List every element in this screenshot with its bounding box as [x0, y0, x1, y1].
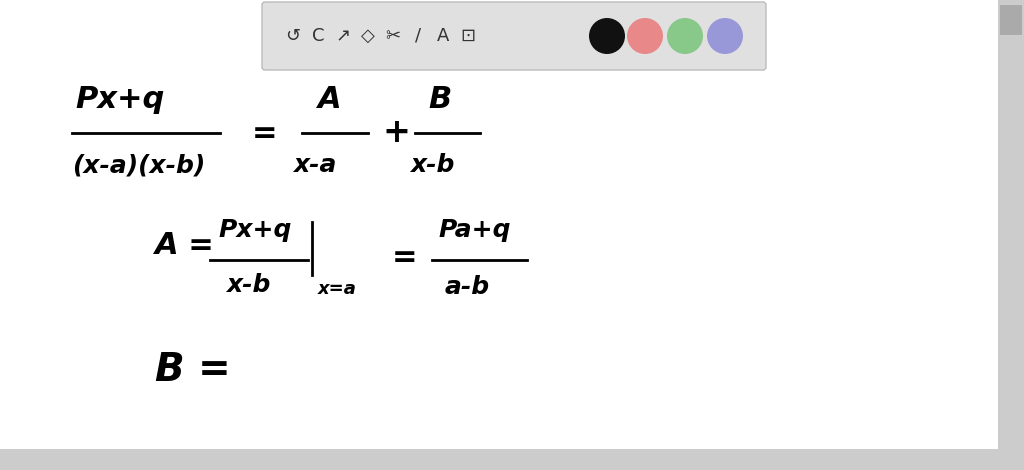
Text: Pa+q: Pa+q [438, 218, 511, 242]
Text: =: = [252, 118, 278, 148]
Circle shape [667, 18, 703, 54]
Text: x-b: x-b [226, 273, 270, 297]
Text: +: + [382, 117, 410, 149]
Text: x-a: x-a [293, 153, 337, 177]
Text: x=a: x=a [318, 280, 357, 298]
Text: B =: B = [155, 351, 230, 389]
Circle shape [627, 18, 663, 54]
Text: /: / [415, 27, 421, 45]
Text: C: C [311, 27, 325, 45]
Text: Px+q: Px+q [75, 86, 165, 115]
Text: =: = [392, 243, 418, 273]
Text: ✂: ✂ [385, 27, 400, 45]
Text: x-b: x-b [410, 153, 455, 177]
Text: ⊡: ⊡ [461, 27, 475, 45]
Circle shape [707, 18, 743, 54]
Text: A =: A = [155, 230, 215, 259]
Circle shape [589, 18, 625, 54]
Bar [0, 449, 1024, 470]
Bar [998, 0, 1024, 470]
Text: A: A [318, 86, 342, 115]
Text: A: A [437, 27, 450, 45]
FancyBboxPatch shape [262, 2, 766, 70]
Text: ↺: ↺ [286, 27, 301, 45]
Text: (x-a)(x-b): (x-a)(x-b) [72, 153, 205, 177]
Text: ↗: ↗ [336, 27, 350, 45]
Bar [1000, 5, 1022, 35]
Text: a-b: a-b [444, 275, 489, 299]
Text: ◇: ◇ [361, 27, 375, 45]
Text: Px+q: Px+q [218, 218, 292, 242]
Text: B: B [428, 86, 452, 115]
